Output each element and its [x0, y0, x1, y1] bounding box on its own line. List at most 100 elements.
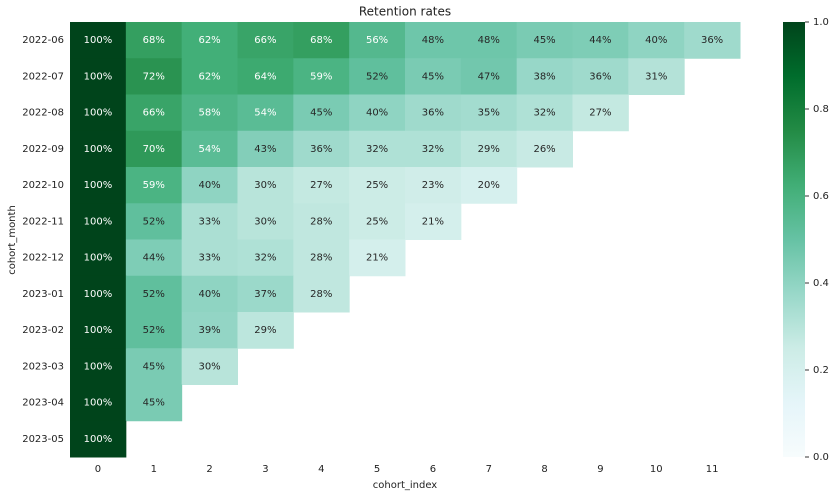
heatmap-cell [181, 167, 238, 204]
y-axis-label: cohort_month [7, 205, 18, 275]
cell-label: 58% [198, 108, 220, 119]
heatmap-cell [125, 384, 183, 422]
heatmap-cell [125, 275, 183, 313]
cell-label: 54% [254, 108, 276, 119]
heatmap-cell [70, 239, 127, 277]
cell-label: 28% [310, 216, 332, 227]
cell-label: 29% [254, 325, 276, 336]
x-tick-label: 2 [206, 464, 212, 475]
cell-label: 36% [310, 144, 332, 155]
cell-label: 52% [143, 325, 165, 336]
heatmap-cell [572, 58, 629, 95]
colorbar-tick-label: 1.0 [813, 17, 829, 28]
heatmap-cell [237, 275, 294, 313]
cell-label: 43% [254, 144, 276, 155]
heatmap-cell [237, 130, 294, 168]
heatmap-cell [70, 130, 127, 168]
heatmap-cell [405, 94, 462, 132]
cell-label: 21% [422, 216, 444, 227]
cell-label: 100% [84, 325, 113, 336]
cell-label: 45% [310, 108, 332, 119]
heatmap-cell [70, 275, 127, 313]
heatmap-cell [405, 130, 462, 168]
cell-label: 64% [254, 71, 276, 82]
x-tick-label: 1 [151, 464, 157, 475]
x-tick-label: 10 [650, 464, 663, 475]
x-tick-label: 7 [486, 464, 492, 475]
heatmap-cell [293, 94, 350, 132]
cell-label: 100% [84, 361, 113, 372]
cell-label: 100% [84, 108, 113, 119]
heatmap-cell [125, 239, 183, 277]
cell-label: 38% [533, 71, 555, 82]
heatmap-cell [460, 130, 518, 168]
cell-label: 45% [143, 398, 165, 409]
cell-label: 30% [254, 216, 276, 227]
heatmap-cell [349, 130, 406, 168]
y-tick-label: 2022-07 [22, 71, 64, 82]
colorbar-tick-label: 0.2 [813, 365, 829, 376]
heatmap-cell [70, 203, 127, 240]
cell-label: 52% [143, 289, 165, 300]
heatmap-cell [125, 58, 183, 95]
heatmap-cell [405, 203, 462, 240]
cell-label: 36% [701, 35, 723, 46]
heatmap-cell [293, 22, 350, 59]
cell-label: 52% [143, 216, 165, 227]
y-tick-label: 2022-06 [22, 35, 64, 46]
y-tick-label: 2022-11 [22, 216, 64, 227]
y-tick-label: 2023-02 [22, 325, 64, 336]
cell-label: 28% [310, 289, 332, 300]
chart-title: Retention rates [359, 5, 451, 19]
heatmap-cell [70, 312, 127, 349]
cell-label: 40% [366, 108, 388, 119]
cell-label: 59% [310, 71, 332, 82]
cell-label: 45% [422, 71, 444, 82]
cell-label: 33% [198, 216, 220, 227]
heatmap-cell [293, 203, 350, 240]
heatmap-cell [181, 22, 238, 59]
heatmap-cell [349, 94, 406, 132]
heatmap-cell [405, 167, 462, 204]
cell-label: 45% [143, 361, 165, 372]
heatmap-cell [125, 203, 183, 240]
heatmap-cell [70, 94, 127, 132]
x-tick-label: 4 [318, 464, 324, 475]
cell-label: 30% [198, 361, 220, 372]
heatmap-cell [293, 58, 350, 95]
cell-label: 29% [478, 144, 500, 155]
cell-label: 39% [198, 325, 220, 336]
x-tick-label: 9 [597, 464, 603, 475]
heatmap-cell [293, 167, 350, 204]
y-tick-label: 2023-05 [22, 434, 64, 445]
cell-label: 62% [198, 35, 220, 46]
heatmap-cell [125, 130, 183, 168]
cell-label: 36% [589, 71, 611, 82]
colorbar-tick-label: 0.4 [813, 278, 829, 289]
cell-label: 100% [84, 144, 113, 155]
y-tick-label: 2023-01 [22, 289, 64, 300]
y-tick-label: 2022-09 [22, 144, 64, 155]
cell-label: 44% [143, 253, 165, 264]
cell-label: 68% [310, 35, 332, 46]
cell-label: 62% [198, 71, 220, 82]
cell-label: 37% [254, 289, 276, 300]
x-tick-label: 3 [262, 464, 268, 475]
colorbar [783, 22, 805, 457]
cell-label: 66% [143, 108, 165, 119]
x-tick-label: 11 [706, 464, 719, 475]
cell-label: 32% [366, 144, 388, 155]
colorbar-tick-label: 0.0 [813, 452, 829, 463]
cell-label: 27% [589, 108, 611, 119]
y-tick-label: 2022-08 [22, 108, 64, 119]
heatmap-cell [181, 348, 238, 385]
heatmap-cell [70, 420, 127, 458]
heatmap-cell [125, 167, 183, 204]
cell-label: 54% [198, 144, 220, 155]
x-tick-label: 6 [430, 464, 436, 475]
cell-label: 48% [422, 35, 444, 46]
heatmap-cell [70, 384, 127, 422]
heatmap-cell [125, 22, 183, 59]
cell-label: 100% [84, 216, 113, 227]
